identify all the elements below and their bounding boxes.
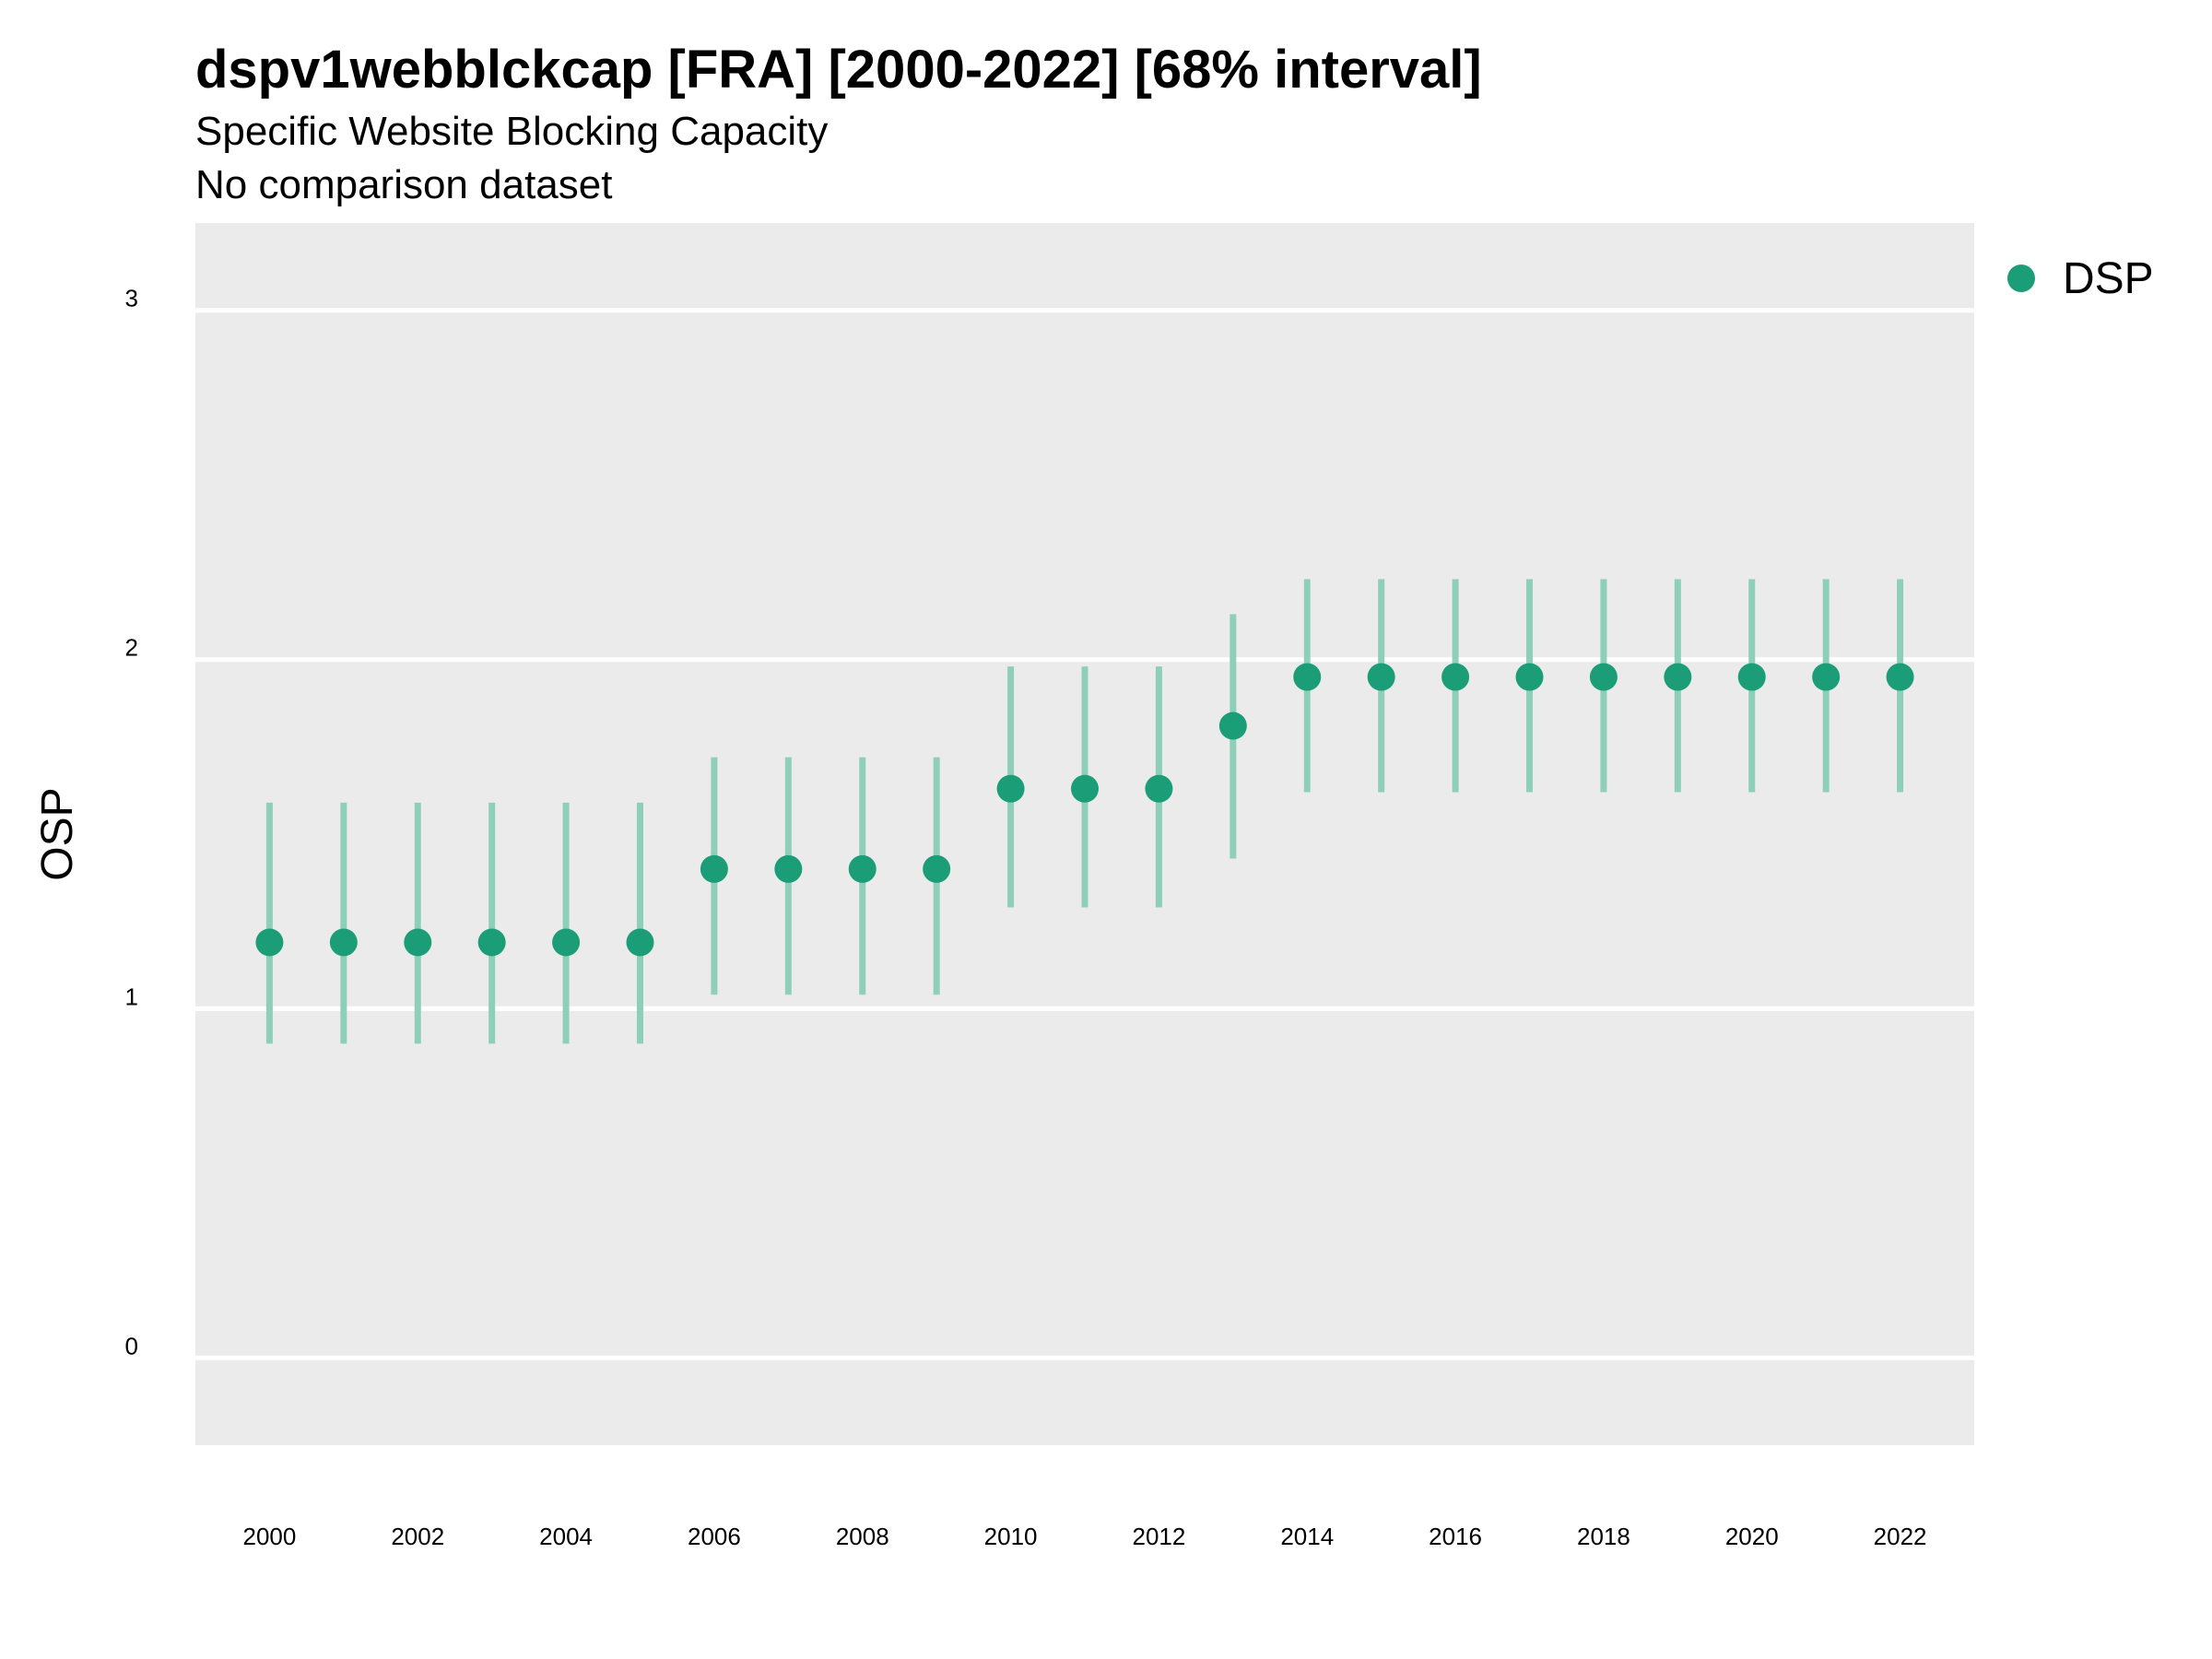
data-point xyxy=(1664,663,1692,691)
x-tick-label: 2008 xyxy=(836,1523,889,1550)
legend: DSP xyxy=(2007,254,2154,303)
x-tick-label: 2000 xyxy=(242,1523,296,1550)
data-point xyxy=(1589,663,1618,691)
y-axis-ticks: 0 1 2 3 xyxy=(125,285,138,1360)
data-point xyxy=(1145,774,1173,803)
data-point xyxy=(1071,774,1099,803)
x-tick-label: 2010 xyxy=(984,1523,1038,1550)
y-tick-label: 0 xyxy=(125,1332,138,1359)
chart-subtitle-secondary: No comparison dataset xyxy=(195,162,612,207)
data-point xyxy=(1886,663,1914,691)
data-point xyxy=(477,928,506,957)
y-tick-label: 2 xyxy=(125,634,138,662)
data-point xyxy=(700,854,728,883)
x-tick-label: 2002 xyxy=(391,1523,444,1550)
data-point xyxy=(1293,663,1322,691)
x-tick-label: 2012 xyxy=(1132,1523,1185,1550)
data-point xyxy=(996,774,1025,803)
x-tick-label: 2022 xyxy=(1874,1523,1927,1550)
x-tick-label: 2018 xyxy=(1577,1523,1630,1550)
data-point xyxy=(1737,663,1766,691)
x-tick-label: 2004 xyxy=(539,1523,593,1550)
y-tick-label: 1 xyxy=(125,982,138,1010)
data-point xyxy=(552,928,581,957)
data-point xyxy=(1441,663,1470,691)
x-tick-label: 2006 xyxy=(688,1523,741,1550)
data-point xyxy=(626,928,654,957)
y-axis-label: OSP xyxy=(33,787,82,880)
data-points xyxy=(255,663,1914,957)
x-axis-ticks: 2000 2002 2004 2006 2008 2010 2012 2014 2016 2018… xyxy=(242,1523,1926,1550)
chart-title: dspv1webblckcap [FRA] [2000-2022] [68% i… xyxy=(195,40,1482,100)
legend-marker-dsp xyxy=(2007,265,2035,292)
data-point xyxy=(848,854,877,883)
data-point xyxy=(923,854,951,883)
data-point xyxy=(1812,663,1841,691)
y-tick-label: 3 xyxy=(125,285,138,312)
x-tick-label: 2016 xyxy=(1429,1523,1482,1550)
data-point xyxy=(329,928,358,957)
data-point xyxy=(1218,712,1247,740)
data-point xyxy=(774,854,803,883)
chart-subtitle: Specific Website Blocking Capacity xyxy=(195,109,828,154)
x-tick-label: 2020 xyxy=(1725,1523,1779,1550)
data-point xyxy=(1515,663,1544,691)
data-point xyxy=(255,928,284,957)
legend-label-dsp: DSP xyxy=(2063,254,2154,303)
x-tick-label: 2014 xyxy=(1280,1523,1334,1550)
data-point xyxy=(404,928,432,957)
data-point xyxy=(1367,663,1395,691)
